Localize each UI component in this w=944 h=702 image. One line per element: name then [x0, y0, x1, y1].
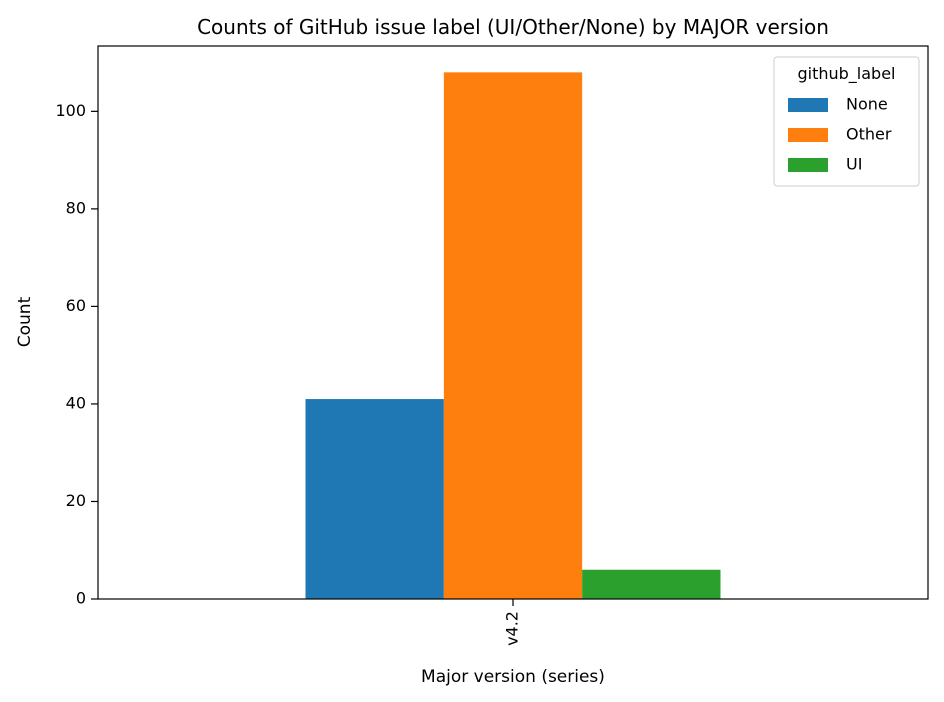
legend-swatch-ui: [788, 158, 828, 172]
legend-title: github_label: [797, 64, 895, 84]
bar-none-v4-2: [305, 399, 444, 599]
x-axis-label: Major version (series): [421, 667, 605, 687]
y-axis: 0 20 40 60 80 100: [55, 101, 98, 608]
y-tick-label: 20: [66, 491, 86, 510]
x-axis: v4.2: [503, 599, 522, 646]
y-tick-label: 40: [66, 393, 86, 412]
y-tick-label: 100: [55, 101, 86, 120]
y-tick-label: 80: [66, 198, 86, 217]
y-tick-label: 60: [66, 296, 86, 315]
bar-ui-v4-2: [582, 569, 721, 599]
bar-other-v4-2: [443, 72, 583, 600]
x-tick-label: v4.2: [503, 611, 522, 646]
legend-label-none: None: [846, 95, 888, 114]
legend-label-ui: UI: [846, 155, 862, 174]
bars-group: [305, 72, 721, 600]
legend-label-other: Other: [846, 125, 892, 144]
legend: github_label None Other UI: [773, 56, 920, 187]
y-tick-label: 0: [76, 589, 86, 608]
y-axis-label: Count: [15, 296, 35, 347]
legend-swatch-other: [788, 128, 828, 142]
chart-title: Counts of GitHub issue label (UI/Other/N…: [197, 15, 829, 39]
legend-box: [773, 56, 920, 187]
legend-swatch-none: [788, 98, 828, 112]
plot-frame: [97, 45, 929, 600]
